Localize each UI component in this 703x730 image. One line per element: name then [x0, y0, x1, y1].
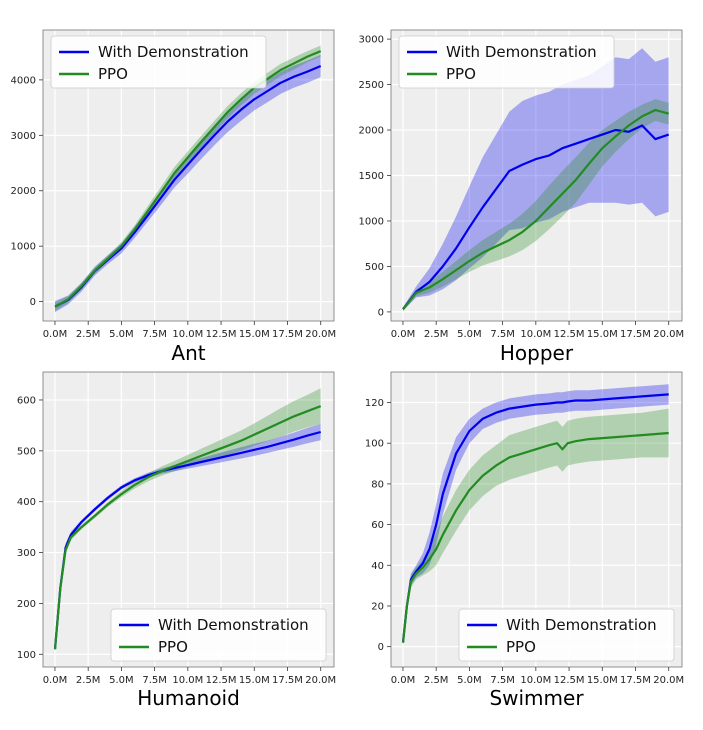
- panel-title: Ant: [171, 341, 205, 365]
- x-tick-label: 7.5M: [490, 675, 515, 686]
- legend: With Demonstration PPO: [51, 36, 266, 88]
- x-tick-label: 2.5M: [424, 675, 449, 686]
- y-tick-label: 200: [17, 599, 36, 610]
- x-tick-label: 17.5M: [620, 329, 651, 340]
- x-tick-label: 7.5M: [490, 329, 515, 340]
- legend: With Demonstration PPO: [459, 609, 674, 661]
- panel-title: Humanoid: [137, 686, 240, 710]
- x-tick-label: 15.0M: [239, 329, 270, 340]
- panel-title: Swimmer: [489, 686, 584, 710]
- y-tick-label: 0: [378, 642, 384, 653]
- x-tick-label: 20.0M: [305, 675, 336, 686]
- y-tick-label: 1000: [359, 216, 384, 227]
- legend-label: With Demonstration: [98, 43, 249, 61]
- x-tick-label: 15.0M: [587, 675, 618, 686]
- x-tick-label: 2.5M: [76, 675, 101, 686]
- x-tick-label: 17.5M: [620, 675, 651, 686]
- x-tick-label: 0.0M: [43, 675, 68, 686]
- x-tick-label: 12.5M: [206, 329, 237, 340]
- x-tick-label: 7.5M: [142, 675, 167, 686]
- y-tick-label: 1500: [359, 171, 384, 182]
- y-tick-label: 1000: [11, 242, 36, 253]
- x-tick-label: 2.5M: [424, 329, 449, 340]
- x-tick-label: 15.0M: [587, 329, 618, 340]
- y-tick-label: 2000: [359, 126, 384, 137]
- y-tick-label: 60: [371, 520, 384, 531]
- y-tick-label: 0: [378, 307, 384, 318]
- panel-title: Hopper: [500, 341, 574, 365]
- y-tick-label: 40: [371, 561, 384, 572]
- y-tick-label: 2000: [11, 186, 36, 197]
- x-tick-label: 20.0M: [653, 329, 684, 340]
- x-tick-label: 5.0M: [457, 329, 482, 340]
- panel-hopper: 0 500 1000 1500 2000 2500 3000 0.0M 2.5M 5.0M 7.5M…: [359, 30, 685, 365]
- x-tick-label: 5.0M: [109, 329, 134, 340]
- x-tick-label: 5.0M: [109, 675, 134, 686]
- y-tick-label: 3000: [11, 131, 36, 142]
- y-tick-label: 300: [17, 548, 36, 559]
- y-tick-label: 500: [365, 262, 384, 273]
- x-tick-label: 20.0M: [653, 675, 684, 686]
- y-tick-label: 100: [17, 650, 36, 661]
- y-tick-label: 100: [365, 439, 384, 450]
- x-tick-label: 10.0M: [172, 675, 203, 686]
- x-tick-label: 17.5M: [272, 675, 303, 686]
- y-tick-label: 400: [17, 497, 36, 508]
- x-tick-label: 20.0M: [305, 329, 336, 340]
- y-tick-label: 20: [371, 601, 384, 612]
- x-tick-label: 12.5M: [554, 675, 585, 686]
- legend: With Demonstration PPO: [111, 609, 326, 661]
- x-tick-label: 5.0M: [457, 675, 482, 686]
- legend-label: PPO: [446, 65, 476, 83]
- y-tick-label: 3000: [359, 35, 384, 46]
- x-tick-label: 2.5M: [76, 329, 101, 340]
- x-tick-label: 12.5M: [554, 329, 585, 340]
- x-tick-label: 0.0M: [43, 329, 68, 340]
- legend-label: PPO: [506, 638, 536, 656]
- legend-label: PPO: [158, 638, 188, 656]
- y-tick-label: 80: [371, 479, 384, 490]
- y-tick-label: 120: [365, 398, 384, 409]
- x-tick-label: 12.5M: [206, 675, 237, 686]
- legend: With Demonstration PPO: [399, 36, 614, 88]
- legend-label: PPO: [98, 65, 128, 83]
- y-tick-label: 2500: [359, 80, 384, 91]
- legend-label: With Demonstration: [446, 43, 597, 61]
- x-tick-label: 0.0M: [391, 675, 416, 686]
- x-tick-label: 10.0M: [520, 675, 551, 686]
- y-tick-label: 4000: [11, 75, 36, 86]
- x-tick-label: 0.0M: [391, 329, 416, 340]
- x-tick-label: 15.0M: [239, 675, 270, 686]
- y-tick-label: 0: [30, 297, 36, 308]
- y-tick-label: 600: [17, 395, 36, 406]
- x-tick-label: 7.5M: [142, 329, 167, 340]
- legend-label: With Demonstration: [506, 616, 657, 634]
- x-tick-label: 10.0M: [520, 329, 551, 340]
- y-tick-label: 500: [17, 446, 36, 457]
- x-tick-label: 17.5M: [272, 329, 303, 340]
- x-tick-label: 10.0M: [172, 329, 203, 340]
- legend-label: With Demonstration: [158, 616, 309, 634]
